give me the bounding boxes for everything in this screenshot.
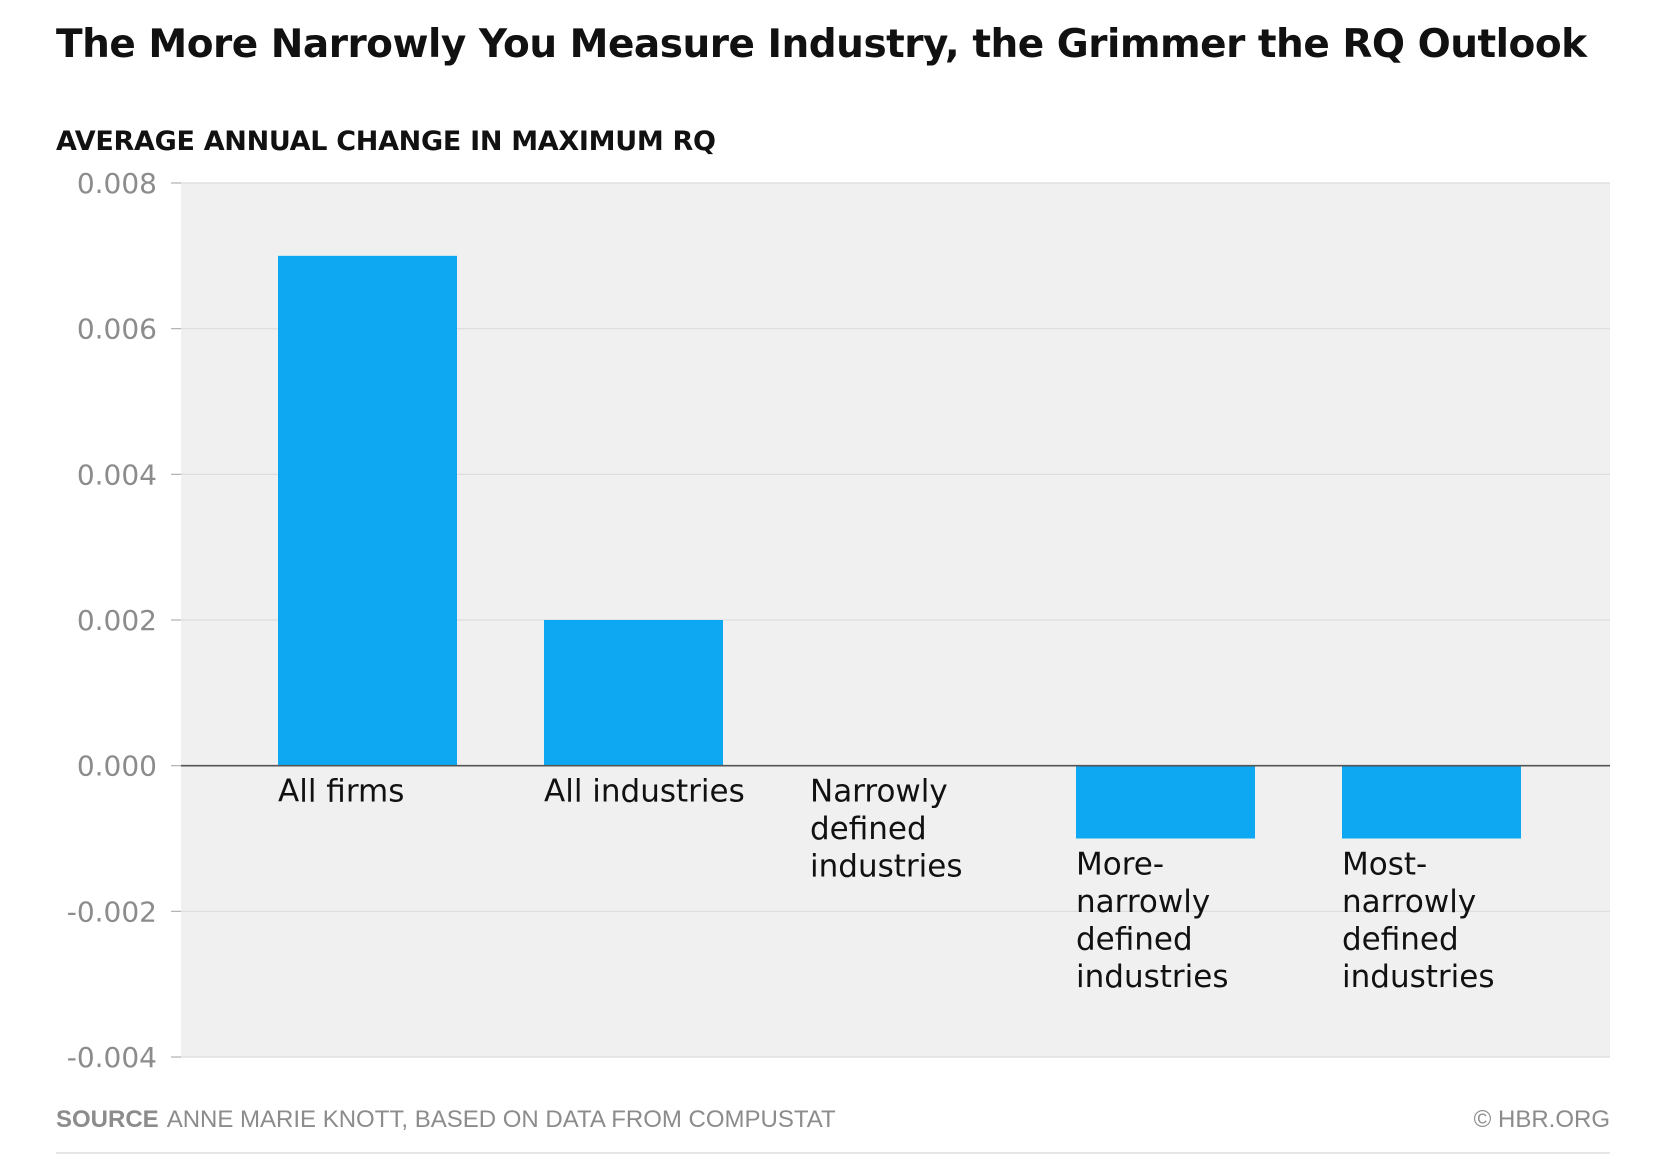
category-label-line: defined (810, 811, 927, 847)
bar-chart: 0.008 0.006 0.004 0.002 0.000 -0.002 -0.004 Al… (67, 167, 1610, 1074)
bottom-divider (56, 1152, 1610, 1154)
category-label-line: More- (1076, 847, 1164, 883)
category-label: Most-narrowly defined industries (1342, 847, 1494, 996)
bar (1076, 765, 1255, 839)
category-label: All industries (544, 774, 745, 810)
y-tick-label: 0.006 (77, 313, 157, 346)
category-label-line: industries (1076, 959, 1228, 995)
bar (278, 255, 457, 766)
category-label-line: defined (1076, 922, 1193, 958)
footer: SOURCE ANNE MARIE KNOTT, BASED ON DATA FR… (56, 1106, 1610, 1146)
y-tick-label: -0.002 (67, 895, 157, 928)
category-label-line: industries (1342, 959, 1494, 995)
category-label-line: industries (810, 849, 962, 885)
category-label-line: narrowly (1076, 884, 1210, 920)
y-tick-label: -0.004 (67, 1041, 157, 1074)
y-tick-label: 0.008 (77, 167, 157, 200)
y-axis-ticks: 0.008 0.006 0.004 0.002 0.000 -0.002 -0.004 (67, 167, 181, 1074)
bar (544, 620, 723, 766)
category-label: More-narrowly defined industries (1076, 847, 1228, 996)
source-text: ANNE MARIE KNOTT, BASED ON DATA FROM COM… (166, 1106, 836, 1133)
y-tick-label: 0.000 (77, 750, 157, 783)
chart-subtitle: AVERAGE ANNUAL CHANGE IN MAXIMUM RQ (56, 126, 716, 157)
y-tick-label: 0.004 (77, 458, 157, 491)
category-label-line: All industries (544, 774, 745, 810)
chart-title: The More Narrowly You Measure Industry, … (56, 22, 1587, 67)
bars (278, 255, 1521, 839)
source-label: SOURCE (56, 1106, 159, 1133)
category-labels: All firms All industries Narrowly defined in… (278, 774, 1494, 995)
category-label-line: Most- (1342, 847, 1427, 883)
category-label-line: Narrowly (810, 774, 948, 810)
category-label-line: defined (1342, 922, 1459, 958)
category-label-line: All firms (278, 774, 404, 810)
bar (1342, 765, 1521, 839)
category-label: All firms (278, 774, 404, 810)
category-label-line: narrowly (1342, 884, 1476, 920)
y-tick-label: 0.002 (77, 604, 157, 637)
category-label: Narrowly defined industries (810, 774, 962, 885)
copyright: © HBR.ORG (1473, 1106, 1610, 1133)
